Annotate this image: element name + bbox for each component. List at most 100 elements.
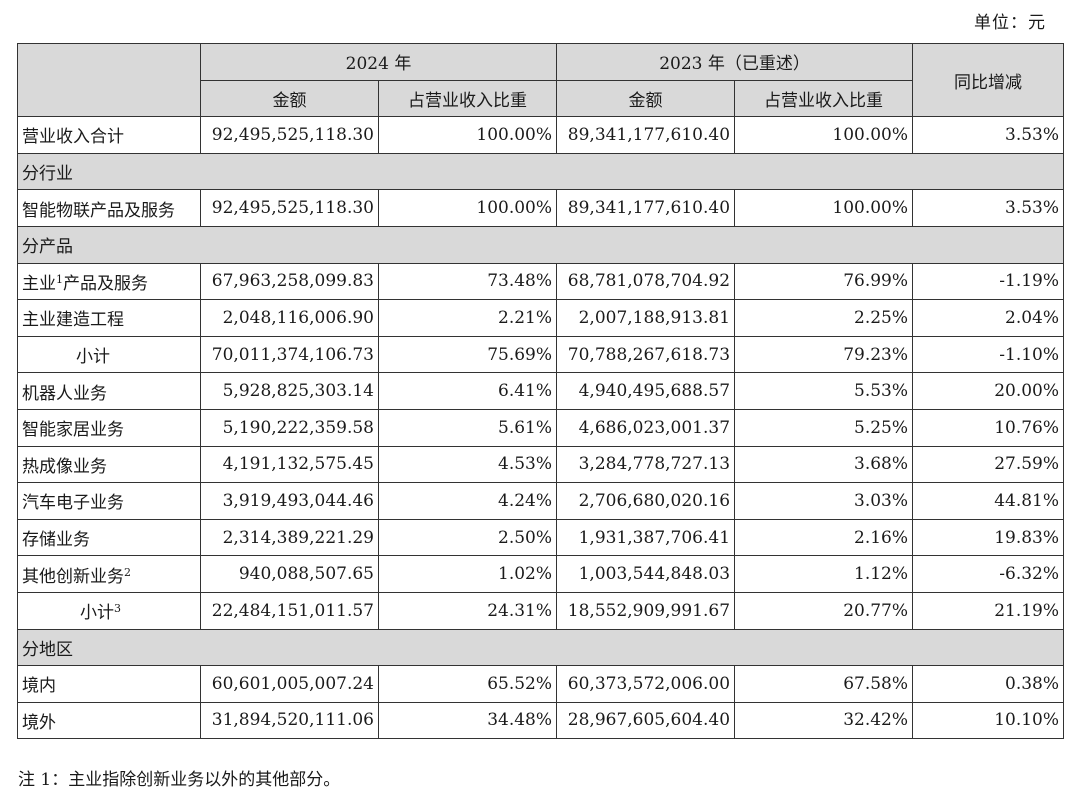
- amount-2023: 1,931,387,706.41: [556, 518, 736, 557]
- amount-2024: 5,928,825,303.14: [200, 372, 379, 410]
- table-row: 汽车电子业务 3,919,493,044.46 4.24% 2,706,680,…: [17, 482, 1065, 520]
- yoy-change: 3.53%: [912, 116, 1065, 154]
- share-2024: 1.02%: [377, 555, 558, 593]
- yoy-change: 2.04%: [912, 299, 1065, 337]
- share-2024: 4.53%: [377, 445, 558, 484]
- row-label-main: 其他创新业务: [22, 566, 124, 587]
- amount-2023: 89,341,177,610.40: [556, 116, 736, 154]
- revenue-table: 2024 年 2023 年（已重述） 同比增减 金额 占营业收入比重 金额 占营…: [16, 42, 1065, 740]
- table-row: 热成像业务 4,191,132,575.45 4.53% 3,284,778,7…: [17, 445, 1065, 484]
- row-label: 智能物联产品及服务: [17, 189, 201, 227]
- table-row: 智能物联产品及服务 92,495,525,118.30 100.00% 89,3…: [17, 189, 1065, 227]
- yoy-change: 27.59%: [912, 445, 1065, 484]
- amount-2023: 68,781,078,704.92: [556, 262, 736, 301]
- share-2023: 79.23%: [734, 335, 914, 374]
- header-year-2023: 2023 年（已重述）: [556, 43, 914, 81]
- row-label: 主业建造工程: [17, 299, 201, 337]
- row-label-main: 小计: [80, 603, 114, 624]
- row-label: 营业收入合计: [17, 116, 201, 154]
- yoy-change: -6.32%: [912, 555, 1065, 593]
- amount-2024: 70,011,374,106.73: [200, 335, 379, 374]
- table-row-total: 营业收入合计 92,495,525,118.30 100.00% 89,341,…: [17, 116, 1065, 154]
- header-blank-cell: [17, 42, 201, 118]
- share-2024: 34.48%: [377, 701, 558, 740]
- amount-2024: 4,191,132,575.45: [200, 445, 379, 484]
- share-2024: 100.00%: [377, 189, 558, 227]
- yoy-change: 10.10%: [912, 701, 1065, 740]
- row-label: 热成像业务: [17, 445, 201, 484]
- row-label: 机器人业务: [17, 372, 201, 410]
- share-2023: 32.42%: [734, 701, 914, 740]
- share-2023: 2.16%: [734, 518, 914, 557]
- share-2023: 100.00%: [734, 116, 914, 154]
- header-row-metrics: 金额 占营业收入比重 金额 占营业收入比重: [18, 79, 1064, 118]
- share-2024: 2.21%: [377, 299, 558, 337]
- row-label-rest: 产品及服务: [63, 273, 148, 294]
- row-label: 主业1产品及服务: [17, 262, 201, 301]
- header-amount-2024: 金额: [200, 79, 379, 118]
- header-yoy: 同比增减: [912, 42, 1065, 118]
- footnote-marker: 1: [56, 272, 63, 286]
- table-row: 主业1产品及服务 67,963,258,099.83 73.48% 68,781…: [17, 262, 1065, 301]
- amount-2024: 5,190,222,359.58: [200, 408, 379, 447]
- share-2024: 65.52%: [377, 665, 558, 703]
- share-2023: 67.58%: [734, 665, 914, 703]
- amount-2024: 67,963,258,099.83: [200, 262, 379, 301]
- unit-label: 单位：元: [974, 13, 1046, 33]
- amount-2024: 60,601,005,007.24: [200, 665, 379, 703]
- share-2024: 73.48%: [377, 262, 558, 301]
- yoy-change: 10.76%: [912, 408, 1065, 447]
- amount-2023: 2,007,188,913.81: [556, 299, 736, 337]
- yoy-change: 20.00%: [912, 372, 1065, 410]
- share-2023: 3.03%: [734, 482, 914, 520]
- amount-2023: 4,686,023,001.37: [556, 408, 736, 447]
- row-label: 境内: [17, 665, 201, 703]
- share-2023: 2.25%: [734, 299, 914, 337]
- table-row: 主业建造工程 2,048,116,006.90 2.21% 2,007,188,…: [17, 299, 1065, 337]
- yoy-change: -1.10%: [912, 335, 1065, 374]
- share-2024: 24.31%: [377, 591, 558, 630]
- share-2024: 6.41%: [377, 372, 558, 410]
- header-share-2024: 占营业收入比重: [377, 79, 558, 118]
- amount-2023: 28,967,605,604.40: [556, 701, 736, 740]
- section-row-industry: 分行业: [16, 152, 1065, 191]
- row-label: 小计: [17, 335, 201, 374]
- amount-2024: 2,048,116,006.90: [200, 299, 379, 337]
- yoy-change: 0.38%: [912, 665, 1065, 703]
- share-2024: 100.00%: [377, 116, 558, 154]
- yoy-change: 19.83%: [912, 518, 1065, 557]
- amount-2024: 31,894,520,111.06: [200, 701, 379, 740]
- row-label: 小计3: [17, 591, 201, 630]
- row-label: 智能家居业务: [17, 408, 201, 447]
- table-row-subtotal: 小计3 22,484,151,011.57 24.31% 18,552,909,…: [17, 591, 1065, 630]
- share-2023: 5.53%: [734, 372, 914, 410]
- share-2023: 76.99%: [734, 262, 914, 301]
- share-2023: 3.68%: [734, 445, 914, 484]
- section-label: 分地区: [16, 628, 1065, 667]
- header-row-years: 2024 年 2023 年（已重述） 同比增减: [17, 42, 1065, 118]
- share-2023: 100.00%: [734, 189, 914, 227]
- amount-2024: 2,314,389,221.29: [200, 518, 379, 557]
- header-share-2023: 占营业收入比重: [734, 79, 914, 118]
- amount-2024: 92,495,525,118.30: [200, 189, 379, 227]
- footnote-marker: 3: [114, 602, 121, 616]
- section-row-product: 分产品: [16, 225, 1065, 264]
- amount-2023: 3,284,778,727.13: [556, 445, 736, 484]
- header-amount-2023: 金额: [556, 79, 736, 118]
- section-row-region: 分地区: [16, 628, 1065, 667]
- table-row: 智能家居业务 5,190,222,359.58 5.61% 4,686,023,…: [17, 408, 1065, 447]
- table-row: 机器人业务 5,928,825,303.14 6.41% 4,940,495,6…: [17, 372, 1065, 410]
- amount-2023: 18,552,909,991.67: [556, 591, 736, 630]
- table-row: 存储业务 2,314,389,221.29 2.50% 1,931,387,70…: [17, 518, 1065, 557]
- table-row: 境外 31,894,520,111.06 34.48% 28,967,605,6…: [17, 701, 1065, 740]
- amount-2023: 1,003,544,848.03: [556, 555, 736, 593]
- share-2024: 4.24%: [377, 482, 558, 520]
- amount-2024: 92,495,525,118.30: [200, 116, 379, 154]
- section-label: 分产品: [16, 225, 1065, 264]
- yoy-change: -1.19%: [912, 262, 1065, 301]
- table-row: 其他创新业务2 940,088,507.65 1.02% 1,003,544,8…: [17, 555, 1065, 593]
- table-row-subtotal: 小计 70,011,374,106.73 75.69% 70,788,267,6…: [17, 335, 1065, 374]
- footnote: 注 1：主业指除创新业务以外的其他部分。: [18, 770, 341, 790]
- amount-2023: 70,788,267,618.73: [556, 335, 736, 374]
- row-label: 汽车电子业务: [17, 482, 201, 520]
